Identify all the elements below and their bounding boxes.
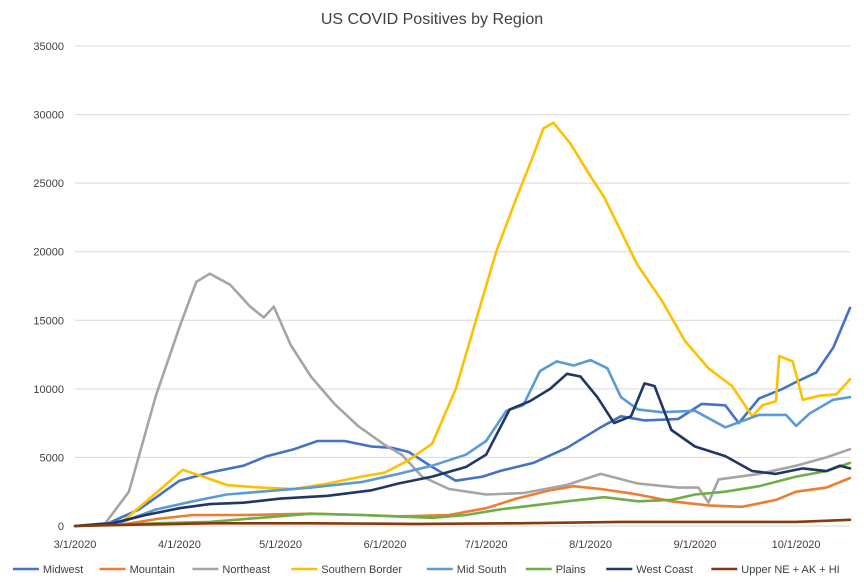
y-tick-label: 30000: [33, 110, 64, 122]
x-tick-label: 6/1/2020: [364, 539, 407, 551]
gridlines: [75, 45, 850, 527]
series-line-west-coast: [73, 372, 852, 528]
x-tick-label: 4/1/2020: [158, 539, 201, 551]
y-tick-label: 0: [58, 521, 64, 533]
x-tick-label: 7/1/2020: [465, 539, 508, 551]
x-tick-label: 8/1/2020: [569, 539, 612, 551]
series-line-upper-ne-ak-hi: [73, 518, 852, 528]
y-tick-label: 25000: [33, 178, 64, 190]
legend-label-upper-ne-ak-hi: Upper NE + AK + HI: [741, 564, 839, 576]
y-axis-tick-labels: 0 5000 10000 15000 20000 25000 30000 35000: [33, 41, 64, 533]
x-tick-label: 3/1/2020: [54, 539, 97, 551]
series-lines: [73, 121, 852, 528]
y-tick-label: 10000: [33, 384, 64, 396]
y-tick-label: 5000: [40, 452, 64, 464]
series-line-mid-south: [73, 358, 852, 528]
x-tick-label: 5/1/2020: [259, 539, 302, 551]
series-line-plains: [73, 461, 852, 528]
series-line-mountain: [73, 476, 852, 528]
x-tick-label: 9/1/2020: [674, 539, 717, 551]
series-line-northeast: [73, 272, 852, 528]
y-tick-label: 20000: [33, 247, 64, 259]
legend-label-northeast: Northeast: [222, 564, 270, 576]
series-line-midwest: [73, 306, 852, 528]
legend-label-west-coast: West Coast: [636, 564, 693, 576]
legend-label-mid-south: Mid South: [457, 564, 507, 576]
legend-label-midwest: Midwest: [43, 564, 83, 576]
y-tick-label: 15000: [33, 315, 64, 327]
legend-label-plains: Plains: [556, 564, 586, 576]
chart-title: US COVID Positives by Region: [321, 11, 543, 28]
x-tick-label: 10/1/2020: [772, 539, 821, 551]
legend: Midwest Mountain Northeast Southern Border M…: [12, 564, 840, 576]
series-line-southern-border: [73, 121, 852, 528]
x-axis-tick-labels: 3/1/2020 4/1/2020 5/1/2020 6/1/2020 7/1/2020…: [54, 539, 821, 551]
legend-label-southern-border: Southern Border: [321, 564, 402, 576]
legend-label-mountain: Mountain: [130, 564, 175, 576]
y-tick-label: 35000: [33, 41, 64, 53]
